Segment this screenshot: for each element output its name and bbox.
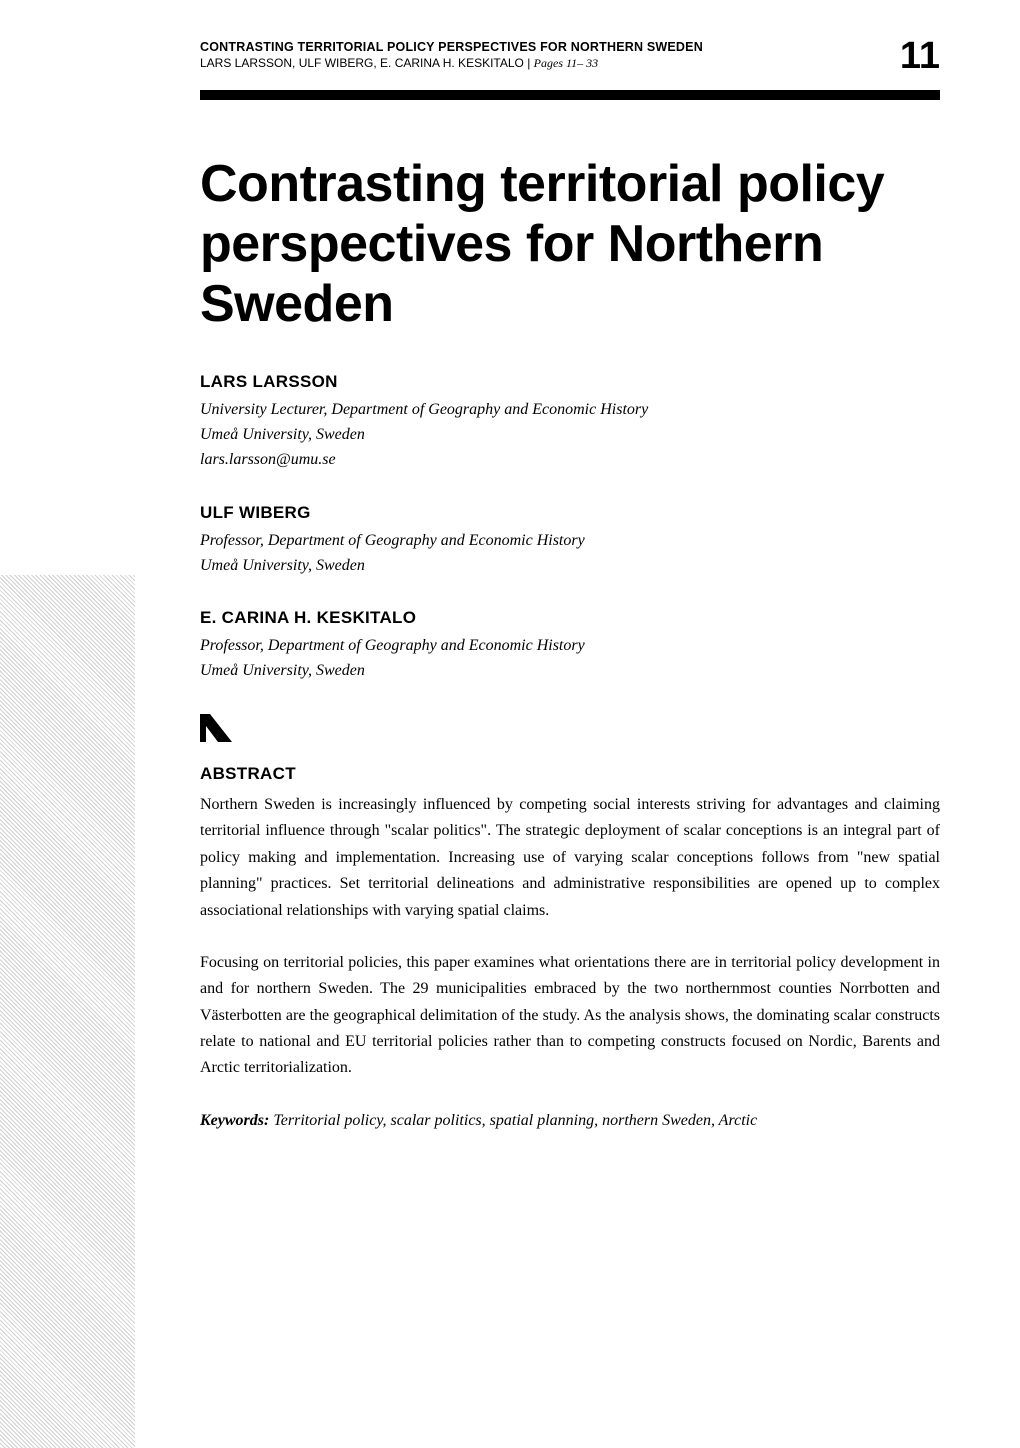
page-content: CONTRASTING TERRITORIAL POLICY PERSPECTI… [200,0,940,1133]
author-name-1: LARS LARSSON [200,372,940,392]
abstract-paragraph-2: Focusing on territorial policies, this p… [200,950,940,1082]
abstract-paragraph-1: Northern Sweden is increasingly influenc… [200,792,940,924]
header-authors: LARS LARSSON, ULF WIBERG, E. CARINA H. K… [200,56,524,70]
author-name-3: E. CARINA H. KESKITALO [200,608,940,628]
left-hatched-stripe [0,575,135,1448]
article-main-title: Contrasting territorial policy perspecti… [200,155,940,334]
keywords-text: Territorial policy, scalar politics, spa… [269,1112,757,1129]
author-role-3: Professor, Department of Geography and E… [200,634,940,659]
header-pages: Pages 11– 33 [534,56,598,70]
author-affiliation-3: Umeå University, Sweden [200,659,940,684]
author-name-2: ULF WIBERG [200,503,940,523]
section-divider-arrow-icon [200,714,940,742]
header-article-title: CONTRASTING TERRITORIAL POLICY PERSPECTI… [200,40,900,54]
abstract-heading: ABSTRACT [200,764,940,784]
author-affiliation-1: Umeå University, Sweden [200,423,940,448]
keywords-label: Keywords: [200,1112,269,1129]
author-role-1: University Lecturer, Department of Geogr… [200,398,940,423]
author-email-1: lars.larsson@umu.se [200,448,940,473]
author-block-1: LARS LARSSON University Lecturer, Depart… [200,372,940,472]
header-authors-line: LARS LARSSON, ULF WIBERG, E. CARINA H. K… [200,54,900,72]
header-black-bar [200,90,940,100]
keywords-line: Keywords: Territorial policy, scalar pol… [200,1108,940,1134]
author-role-2: Professor, Department of Geography and E… [200,529,940,554]
page-number: 11 [900,37,940,75]
header-left-block: CONTRASTING TERRITORIAL POLICY PERSPECTI… [200,40,900,72]
header-separator: | [524,56,534,70]
author-block-2: ULF WIBERG Professor, Department of Geog… [200,503,940,579]
author-affiliation-2: Umeå University, Sweden [200,554,940,579]
running-header: CONTRASTING TERRITORIAL POLICY PERSPECTI… [200,40,940,75]
author-block-3: E. CARINA H. KESKITALO Professor, Depart… [200,608,940,684]
